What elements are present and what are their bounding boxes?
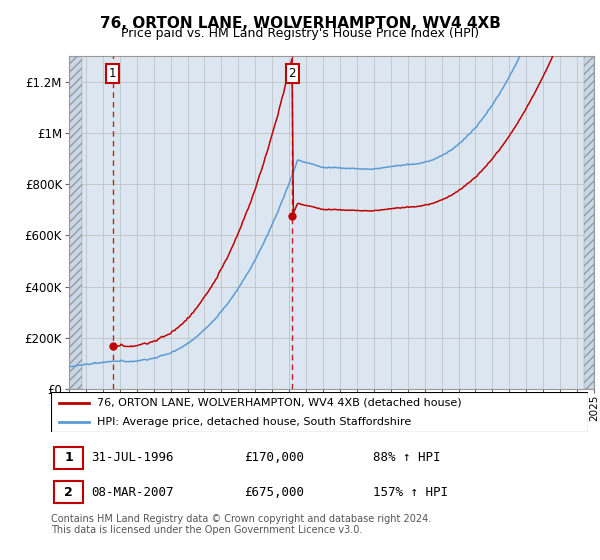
Text: 1: 1 (64, 451, 73, 464)
Bar (53, 481, 83, 503)
Text: 31-JUL-1996: 31-JUL-1996 (91, 451, 174, 464)
Bar (53, 447, 83, 469)
Text: 76, ORTON LANE, WOLVERHAMPTON, WV4 4XB: 76, ORTON LANE, WOLVERHAMPTON, WV4 4XB (100, 16, 500, 31)
Bar (584, 56, 594, 389)
Text: 08-MAR-2007: 08-MAR-2007 (91, 486, 174, 498)
Text: 2: 2 (289, 67, 296, 81)
Text: 76, ORTON LANE, WOLVERHAMPTON, WV4 4XB (detached house): 76, ORTON LANE, WOLVERHAMPTON, WV4 4XB (… (97, 398, 461, 408)
Text: 88% ↑ HPI: 88% ↑ HPI (373, 451, 440, 464)
Text: Price paid vs. HM Land Registry's House Price Index (HPI): Price paid vs. HM Land Registry's House … (121, 27, 479, 40)
Text: £675,000: £675,000 (244, 486, 304, 498)
Text: 2: 2 (64, 486, 73, 498)
Text: £170,000: £170,000 (244, 451, 304, 464)
Text: HPI: Average price, detached house, South Staffordshire: HPI: Average price, detached house, Sout… (97, 417, 411, 427)
Bar (69, 56, 82, 389)
Text: 157% ↑ HPI: 157% ↑ HPI (373, 486, 448, 498)
Text: 1: 1 (109, 67, 116, 81)
Text: This data is licensed under the Open Government Licence v3.0.: This data is licensed under the Open Gov… (51, 525, 362, 535)
Text: Contains HM Land Registry data © Crown copyright and database right 2024.: Contains HM Land Registry data © Crown c… (51, 514, 431, 524)
